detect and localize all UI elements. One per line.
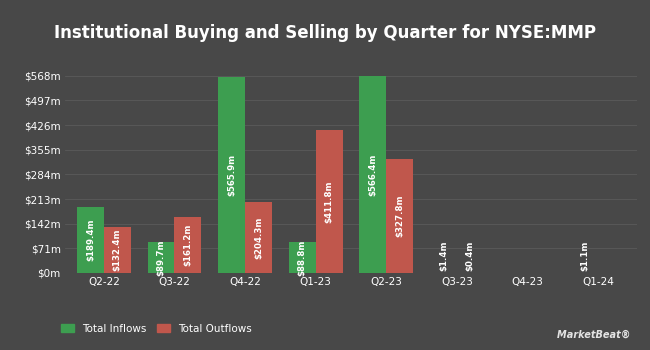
Text: $132.4m: $132.4m [112,229,122,271]
Text: ⁠MarketBeat®: ⁠MarketBeat® [557,329,630,340]
Text: $0.4m: $0.4m [466,241,475,272]
Bar [359,76,386,273]
Text: $566.4m: $566.4m [369,154,378,196]
Legend: Total Inflows, Total Outflows: Total Inflows, Total Outflows [57,320,255,338]
Text: $89.7m: $89.7m [157,239,166,276]
Bar [77,207,104,273]
Bar [174,217,202,273]
Bar [245,202,272,273]
Bar [289,242,316,273]
Text: Institutional Buying and Selling by Quarter for NYSE:MMP: Institutional Buying and Selling by Quar… [54,25,596,42]
Bar [218,77,245,273]
Text: $1.4m: $1.4m [439,241,448,271]
Bar [148,242,174,273]
Text: $565.9m: $565.9m [227,154,236,196]
Text: $411.8m: $411.8m [324,180,333,223]
Text: $161.2m: $161.2m [183,224,192,266]
Text: $327.8m: $327.8m [395,195,404,237]
Text: $189.4m: $189.4m [86,219,95,261]
Bar [386,159,413,273]
Text: $204.3m: $204.3m [254,216,263,259]
Bar [316,130,343,273]
Text: $1.1m: $1.1m [580,241,590,271]
Text: $88.8m: $88.8m [298,239,307,276]
Bar [104,227,131,273]
